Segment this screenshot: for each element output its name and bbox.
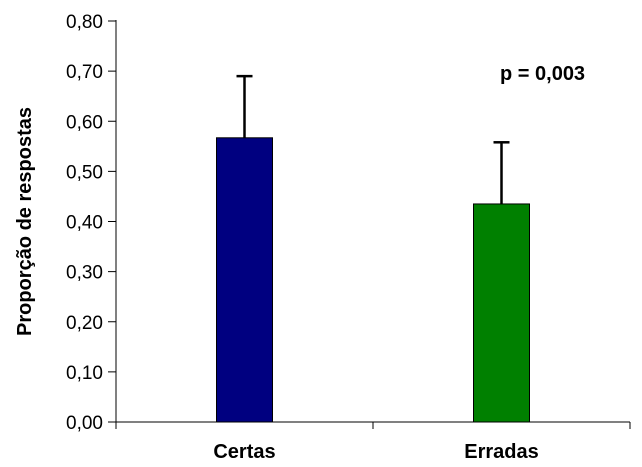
p-value-annotation: p = 0,003 [500,63,585,85]
y-tick-label: 0,80 [66,12,103,33]
y-tick-label: 0,70 [66,62,103,83]
y-axis: 0,00 0,10 0,20 0,30 0,40 0,50 0,60 0,70 0,80 [66,12,630,434]
x-category-label: Certas [213,441,275,463]
x-category-label: Erradas [464,441,539,463]
bars-group [216,74,530,423]
y-axis-title: Proporção de respostas [14,107,36,336]
y-tick-label: 0,20 [66,313,103,334]
y-tick-label: 0,60 [66,112,103,133]
bar-certas [216,137,273,423]
y-tick-label: 0,40 [66,213,103,234]
y-tick-label: 0,30 [66,263,103,284]
x-axis: Certas Erradas [115,422,631,463]
y-tick-label: 0,50 [66,162,103,183]
y-tick-label: 0,00 [66,413,103,434]
y-tick-label: 0,10 [66,363,103,384]
bar-erradas [473,203,530,423]
